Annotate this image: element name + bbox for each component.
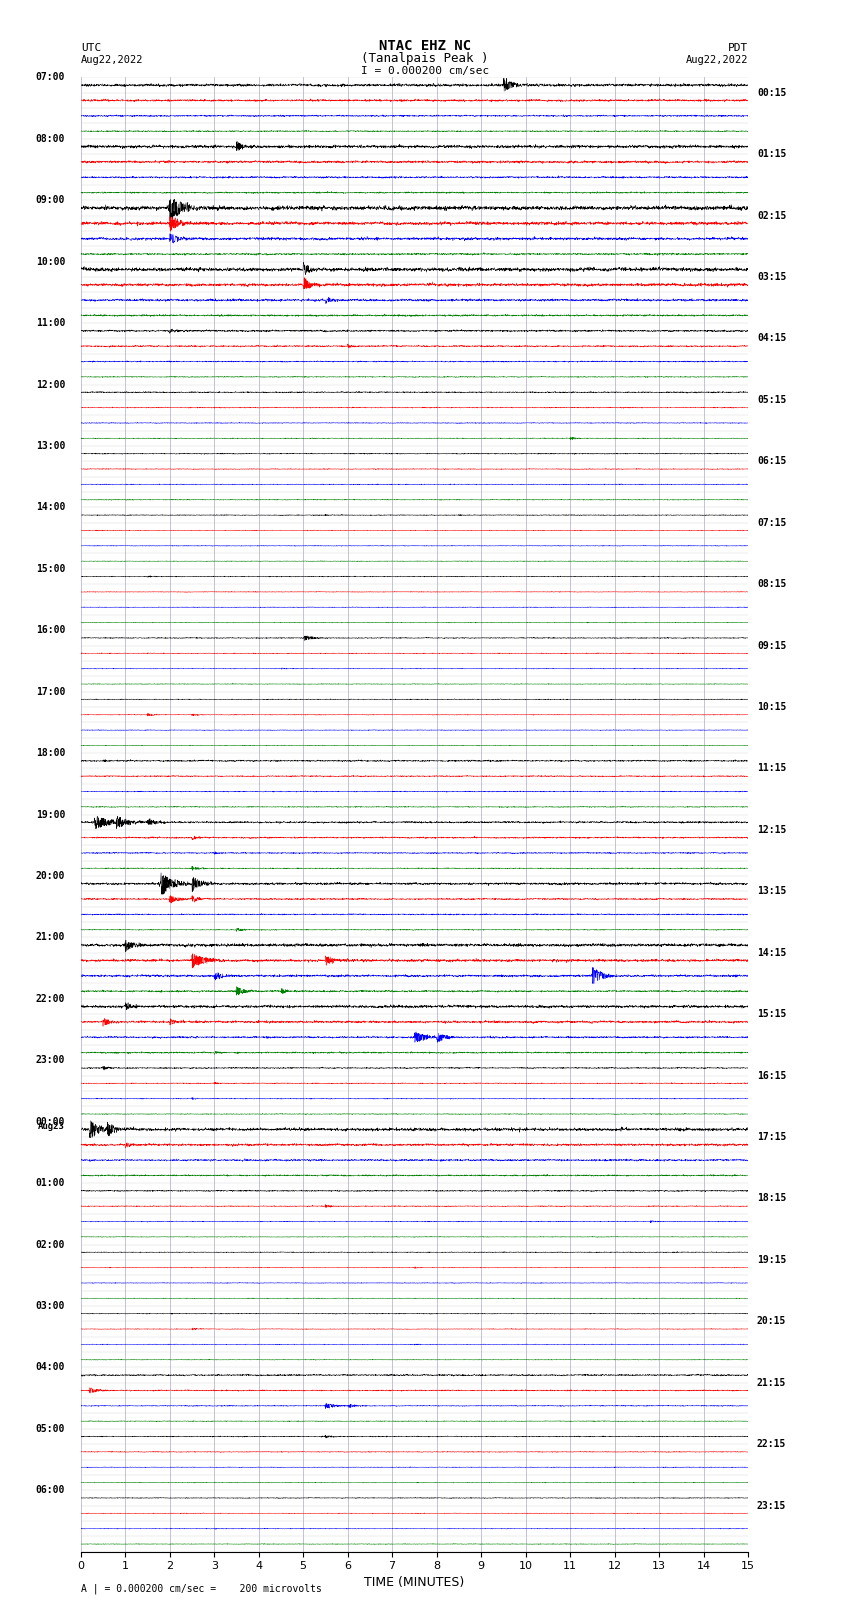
Text: I = 0.000200 cm/sec: I = 0.000200 cm/sec (361, 66, 489, 76)
Text: A | = 0.000200 cm/sec =    200 microvolts: A | = 0.000200 cm/sec = 200 microvolts (81, 1582, 321, 1594)
Text: 01:00: 01:00 (36, 1177, 65, 1189)
Text: 10:00: 10:00 (36, 256, 65, 266)
Text: 10:15: 10:15 (756, 702, 786, 711)
Text: 12:15: 12:15 (756, 824, 786, 836)
Text: 17:15: 17:15 (756, 1132, 786, 1142)
Text: 06:15: 06:15 (756, 456, 786, 466)
Text: 11:00: 11:00 (36, 318, 65, 327)
Text: (Tanalpais Peak ): (Tanalpais Peak ) (361, 52, 489, 65)
Text: 12:00: 12:00 (36, 379, 65, 390)
Text: 21:00: 21:00 (36, 932, 65, 942)
Text: 16:15: 16:15 (756, 1071, 786, 1081)
Text: 03:00: 03:00 (36, 1302, 65, 1311)
Text: 21:15: 21:15 (756, 1378, 786, 1387)
Text: 19:15: 19:15 (756, 1255, 786, 1265)
Text: 17:00: 17:00 (36, 687, 65, 697)
Text: 22:00: 22:00 (36, 994, 65, 1003)
Text: 06:00: 06:00 (36, 1486, 65, 1495)
Text: 07:15: 07:15 (756, 518, 786, 527)
Text: 23:00: 23:00 (36, 1055, 65, 1065)
Text: UTC: UTC (81, 44, 101, 53)
Text: 08:00: 08:00 (36, 134, 65, 144)
Text: 20:00: 20:00 (36, 871, 65, 881)
Text: 08:15: 08:15 (756, 579, 786, 589)
Text: NTAC EHZ NC: NTAC EHZ NC (379, 39, 471, 53)
Text: 20:15: 20:15 (756, 1316, 786, 1326)
Text: 05:00: 05:00 (36, 1424, 65, 1434)
Text: 23:15: 23:15 (756, 1500, 786, 1511)
Text: 15:15: 15:15 (756, 1010, 786, 1019)
Text: 03:15: 03:15 (756, 273, 786, 282)
Text: 14:15: 14:15 (756, 948, 786, 958)
Text: 00:00: 00:00 (36, 1116, 65, 1127)
Text: Aug22,2022: Aug22,2022 (81, 55, 144, 65)
Text: 19:00: 19:00 (36, 810, 65, 819)
Text: 04:15: 04:15 (756, 334, 786, 344)
Text: 07:00: 07:00 (36, 73, 65, 82)
Text: 18:15: 18:15 (756, 1194, 786, 1203)
Text: 02:15: 02:15 (756, 211, 786, 221)
Text: 22:15: 22:15 (756, 1439, 786, 1448)
Text: 00:15: 00:15 (756, 87, 786, 98)
Text: 09:15: 09:15 (756, 640, 786, 650)
Text: 05:15: 05:15 (756, 395, 786, 405)
X-axis label: TIME (MINUTES): TIME (MINUTES) (365, 1576, 464, 1589)
Text: 15:00: 15:00 (36, 565, 65, 574)
Text: 11:15: 11:15 (756, 763, 786, 774)
Text: 16:00: 16:00 (36, 626, 65, 636)
Text: Aug22,2022: Aug22,2022 (685, 55, 748, 65)
Text: 02:00: 02:00 (36, 1239, 65, 1250)
Text: 14:00: 14:00 (36, 502, 65, 513)
Text: PDT: PDT (728, 44, 748, 53)
Text: 13:00: 13:00 (36, 440, 65, 452)
Text: 01:15: 01:15 (756, 150, 786, 160)
Text: 04:00: 04:00 (36, 1363, 65, 1373)
Text: 13:15: 13:15 (756, 887, 786, 897)
Text: Aug23: Aug23 (38, 1121, 65, 1131)
Text: 09:00: 09:00 (36, 195, 65, 205)
Text: 18:00: 18:00 (36, 748, 65, 758)
